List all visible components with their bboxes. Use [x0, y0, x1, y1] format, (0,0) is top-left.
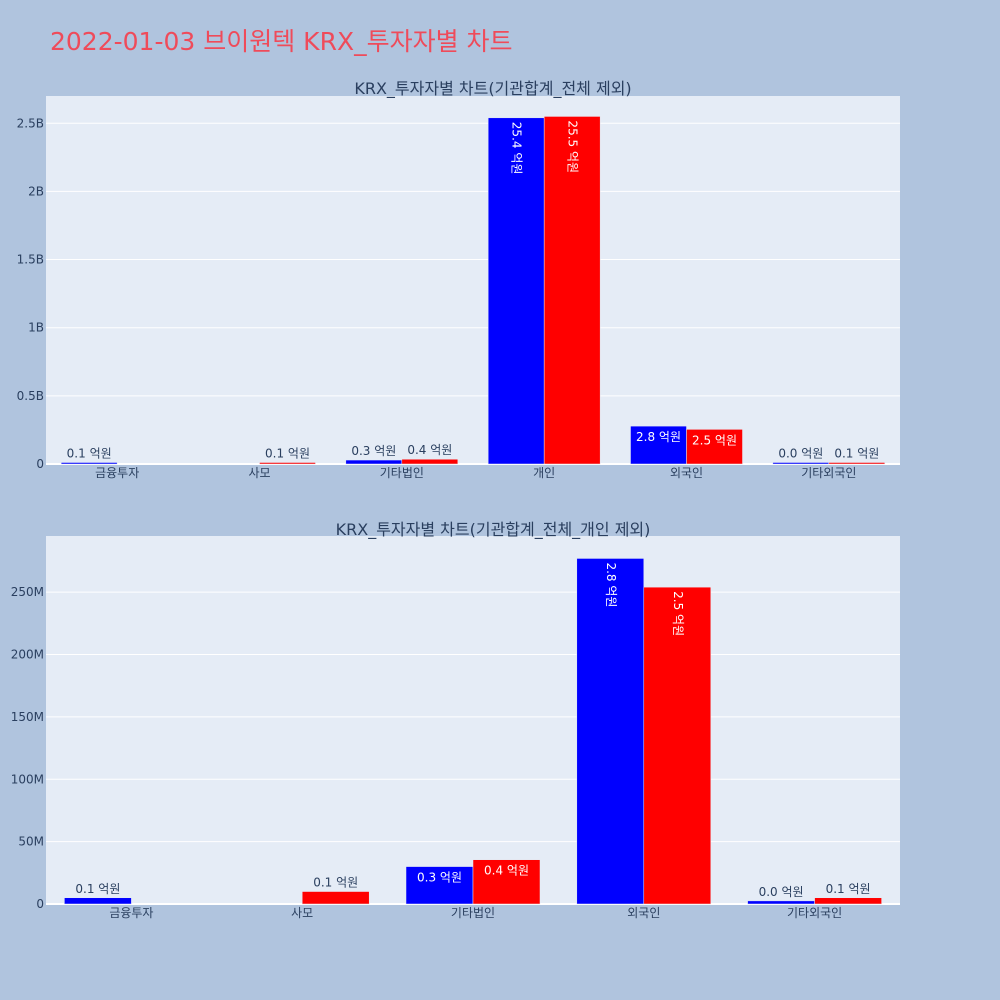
x-tick-label: 외국인 [670, 466, 703, 480]
y-tick-label: 150M [11, 710, 44, 724]
bar [543, 116, 601, 465]
bar [630, 425, 687, 465]
bar [64, 897, 132, 905]
x-tick-label: 금융투자 [95, 466, 139, 480]
chart-top: 0 0.5B 1B 1.5B 2B 2.5B KRX_투자자별 차트(기관합계_전체 제외)… [17, 79, 900, 480]
x-tick-label: 기타외국인 [801, 466, 856, 480]
bar [643, 586, 712, 905]
data-label: 0.1 억원 [826, 882, 871, 896]
data-label: 0.4 억원 [484, 864, 529, 878]
y-tick-label: 0.5B [17, 389, 44, 403]
bar [401, 458, 459, 465]
y-tick-label: 1.5B [17, 253, 44, 267]
x-tick-label: 기타법인 [380, 466, 424, 480]
plot-area [46, 536, 900, 904]
bar [259, 462, 316, 465]
data-label: 0.1 억원 [67, 447, 112, 461]
y-tick-label: 0 [36, 457, 44, 471]
chart-title: KRX_투자자별 차트(기관합계_전체 제외) [354, 79, 631, 99]
chart-title: KRX_투자자별 차트(기관합계_전체_개인 제외) [336, 520, 651, 540]
y-tick-label: 100M [11, 772, 44, 786]
bar [405, 866, 474, 905]
data-label: 0.1 억원 [834, 447, 879, 461]
x-tick-label: 금융투자 [109, 906, 153, 920]
data-label: 2.8 억원 [604, 562, 618, 607]
bar [747, 900, 815, 905]
x-tick-label: 외국인 [627, 906, 660, 920]
y-tick-label: 250M [11, 585, 44, 599]
data-label: 2.8 억원 [636, 430, 681, 444]
data-label: 0.0 억원 [778, 447, 823, 461]
y-tick-label: 1B [28, 321, 44, 335]
y-tick-label: 50M [18, 835, 44, 849]
data-label: 2.5 억원 [692, 433, 737, 447]
data-label: 2.5 억원 [671, 591, 685, 636]
data-label: 25.5 억원 [566, 120, 580, 173]
bar [472, 859, 541, 905]
plot-area [46, 96, 900, 464]
x-tick-label: 사모 [248, 466, 270, 480]
x-tick-label: 개인 [533, 466, 555, 480]
y-tick-label: 2B [28, 184, 44, 198]
data-label: 0.1 억원 [265, 447, 310, 461]
y-tick-label: 200M [11, 648, 44, 662]
data-label: 0.4 억원 [407, 443, 452, 457]
bar [301, 891, 370, 905]
data-label: 0.1 억원 [313, 876, 358, 890]
chart-bottom: 0 50M 100M 150M 200M 250M KRX_투자자별 차트(기관합계_전체_… [11, 520, 900, 920]
data-label: 0.1 억원 [75, 882, 120, 896]
data-label: 0.3 억원 [417, 871, 462, 885]
bar [686, 429, 743, 465]
x-tick-label: 기타외국인 [787, 906, 842, 920]
bar [772, 462, 830, 465]
data-label: 25.4 억원 [510, 122, 524, 175]
data-label: 0.0 억원 [759, 885, 804, 899]
bar [345, 459, 403, 465]
x-tick-label: 기타법인 [451, 906, 495, 920]
bar [814, 897, 882, 905]
bar [576, 558, 645, 905]
y-tick-label: 0 [36, 897, 44, 911]
y-tick-label: 2.5B [17, 116, 44, 130]
bar [828, 462, 886, 465]
page-title: 2022-01-03 브이원텍 KRX_투자자별 차트 [50, 27, 513, 56]
x-tick-label: 사모 [291, 906, 313, 920]
data-label: 0.3 억원 [351, 444, 396, 458]
bar [60, 462, 118, 465]
